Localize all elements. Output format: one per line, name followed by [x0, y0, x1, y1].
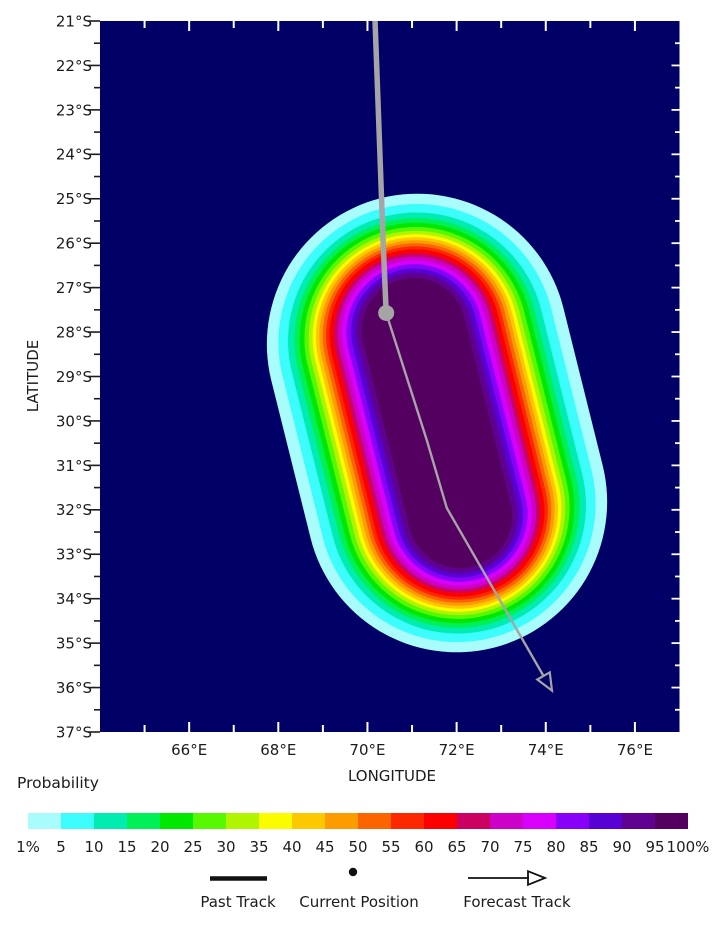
forecast-track-legend-arrowhead-icon [527, 869, 548, 887]
colorbar-segment-30pct [226, 813, 259, 829]
lat-tick-label: 34°S [56, 590, 92, 608]
lat-tick-label: 32°S [56, 501, 92, 519]
legend: Past Track Current Position Forecast Tra… [200, 867, 571, 911]
forecast-track-line [385, 312, 545, 677]
lat-tick-label: 23°S [56, 101, 92, 119]
lon-tick-label: 74°E [528, 741, 564, 759]
axis-tick-labels: 21°S 22°S 23°S 24°S 25°S 26°S 27°S 28°S 29°S 30°S… [56, 12, 653, 759]
lat-tick-label: 24°S [56, 146, 92, 164]
colorbar-segment-40pct [292, 813, 325, 829]
colorbar-label: 80 [546, 838, 565, 856]
colorbar-label: 10 [84, 838, 103, 856]
colorbar-label: 15 [117, 838, 136, 856]
current-position-legend-label: Current Position [299, 893, 419, 911]
x-axis-title: LONGITUDE [348, 767, 436, 785]
colorbar-label: 55 [381, 838, 400, 856]
colorbar-segment-45pct [325, 813, 358, 829]
colorbar-label: 100% [667, 838, 710, 856]
contour-band-group [266, 193, 608, 653]
lon-tick-label: 72°E [439, 741, 475, 759]
lon-tick-label: 70°E [349, 741, 385, 759]
colorbar-label: 20 [150, 838, 169, 856]
colorbar-label: 1% [16, 838, 40, 856]
colorbar-segment-60pct [424, 813, 457, 829]
colorbar-segment-50pct [358, 813, 391, 829]
past-track-line [372, 21, 389, 314]
colorbar-segment-25pct [193, 813, 226, 829]
colorbar-label: 70 [480, 838, 499, 856]
lat-tick-label: 28°S [56, 323, 92, 341]
colorbar-segment-70pct [490, 813, 523, 829]
colorbar-segment-75pct [523, 813, 556, 829]
colorbar-label: 5 [56, 838, 66, 856]
current-position-marker [378, 304, 395, 321]
lat-tick-label: 36°S [56, 679, 92, 697]
colorbar-segment-90pct [622, 813, 655, 829]
lat-tick-label: 31°S [56, 457, 92, 475]
colorbar-label: 35 [249, 838, 268, 856]
lon-tick-label: 68°E [260, 741, 296, 759]
current-position-legend-icon [348, 867, 358, 877]
past-track-legend-label: Past Track [200, 893, 276, 911]
colorbar-label: 45 [315, 838, 334, 856]
colorbar-label: 65 [447, 838, 466, 856]
lat-tick-label: 37°S [56, 723, 92, 741]
colorbar-segment-10pct [94, 813, 127, 829]
track-layer [372, 21, 554, 694]
colorbar-segment-65pct [457, 813, 490, 829]
axis-ticks [88, 20, 680, 733]
colorbar-segment-35pct [259, 813, 292, 829]
lon-tick-label: 76°E [617, 741, 653, 759]
colorbar-label: 30 [216, 838, 235, 856]
lat-tick-label: 27°S [56, 279, 92, 297]
colorbar-segment-55pct [391, 813, 424, 829]
probability-contours [266, 193, 608, 653]
forecast-track-legend-label: Forecast Track [463, 893, 571, 911]
colorbar-label: 85 [579, 838, 598, 856]
lon-tick-label: 66°E [171, 741, 207, 759]
colorbar-labels: 1% 5 10 15 20 25 30 35 40 45 50 55 60 65 70 75 80 85 90 95 1… [16, 838, 709, 856]
colorbar-segment-1pct [28, 813, 61, 829]
colorbar-title: Probability [17, 774, 99, 792]
forecast-arrowhead-icon [535, 670, 554, 694]
colorbar-label: 90 [612, 838, 631, 856]
lat-tick-label: 35°S [56, 635, 92, 653]
colorbar-segment-95pct [655, 813, 688, 829]
colorbar-segment-20pct [160, 813, 193, 829]
colorbar-label: 95 [645, 838, 664, 856]
y-axis-title: LATITUDE [24, 340, 42, 413]
lat-tick-label: 25°S [56, 190, 92, 208]
colorbar-label: 25 [183, 838, 202, 856]
colorbar-segment-80pct [556, 813, 589, 829]
lat-tick-label: 22°S [56, 57, 92, 75]
lat-tick-label: 26°S [56, 235, 92, 253]
lat-tick-label: 33°S [56, 546, 92, 564]
colorbar-label: 60 [414, 838, 433, 856]
colorbar-segment-5pct [61, 813, 94, 829]
lat-tick-label: 21°S [56, 12, 92, 30]
colorbar-label: 50 [348, 838, 367, 856]
lat-tick-label: 30°S [56, 412, 92, 430]
colorbar [28, 813, 688, 829]
colorbar-segment-85pct [589, 813, 622, 829]
lat-tick-label: 29°S [56, 368, 92, 386]
colorbar-label: 40 [282, 838, 301, 856]
colorbar-label: 75 [513, 838, 532, 856]
colorbar-segment-15pct [127, 813, 160, 829]
